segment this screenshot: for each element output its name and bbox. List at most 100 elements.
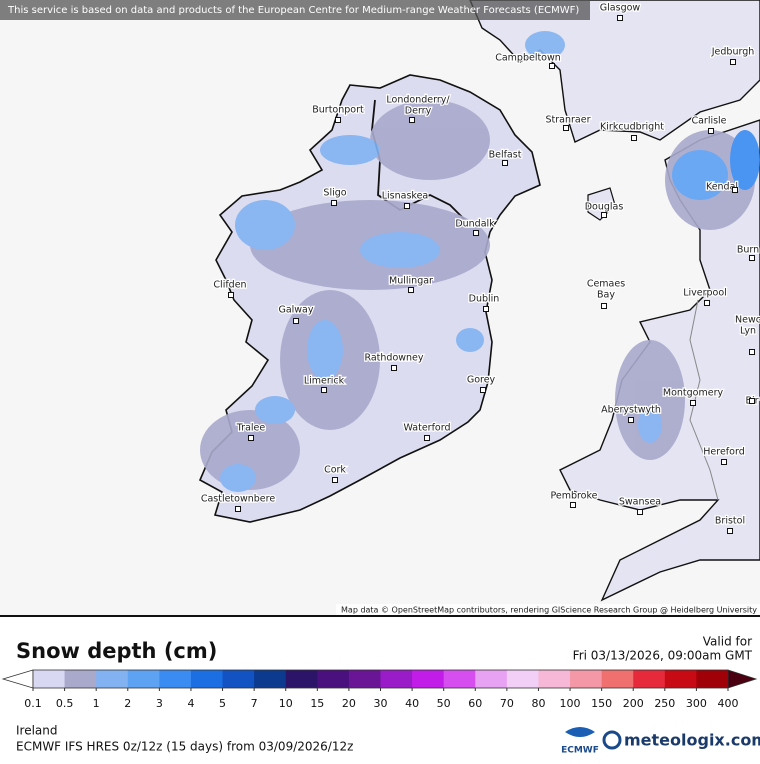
place-marker [409,117,415,123]
place-marker [228,292,234,298]
brand-icon [602,730,622,750]
place-marker [248,435,254,441]
place-label: Aberystwyth [601,405,661,416]
place-marker [391,365,397,371]
attribution-bg [336,604,760,616]
brand-logo[interactable]: meteologix.com [624,731,760,750]
place-marker [732,187,738,193]
legend-tick-label: 4 [187,697,194,710]
legend-swatch [380,670,413,688]
place-marker [704,300,710,306]
place-label: Lisnaskea [382,191,429,202]
attribution: Map data © OpenStreetMap contributors, r… [341,606,757,615]
ecmwf-icon [565,727,595,737]
place-label: Galway [278,305,313,316]
legend-tick-label: 15 [310,697,324,710]
place-label: Bay [597,290,615,301]
legend-tick-label: 50 [437,697,451,710]
legend-tick-label: 80 [531,697,545,710]
place-marker [617,15,623,21]
legend-swatch [254,670,287,688]
legend-swatch [633,670,666,688]
legend-swatch [33,670,66,688]
place-marker [749,398,755,404]
legend-tick-label: 150 [591,697,612,710]
place-label: Dublin [469,294,500,305]
place-marker [601,212,607,218]
legend-swatch [412,670,445,688]
legend-swatch [96,670,129,688]
place-marker [563,125,569,131]
legend-swatch [475,670,508,688]
legend-tick-label: 3 [156,697,163,710]
place-label: Sligo [323,188,346,199]
place-label: Waterford [403,423,450,434]
legend-tick-label: 7 [251,697,258,710]
region: Ireland [16,724,58,738]
place-marker [335,117,341,123]
legend-swatch [696,670,729,688]
legend-tick-label: 0.5 [56,697,74,710]
isle-of-man [587,187,616,221]
legend-swatch [159,670,192,688]
place-label: Cork [324,465,346,476]
place-label: Swansea [619,497,661,508]
place-label: Newc [735,315,760,326]
place-marker [690,400,696,406]
place-marker [727,528,733,534]
place-label: Montgomery [663,388,724,399]
legend-tick-label: 100 [560,697,581,710]
place-marker [637,509,643,515]
place-marker [708,128,714,134]
place-marker [628,417,634,423]
legend-swatch [127,670,160,688]
place-label: Douglas [585,202,624,213]
place-marker [730,59,736,65]
place-label: Burn [737,245,759,256]
place-label: Londonderry/ [386,95,450,106]
place-label: Jedburgh [711,47,755,58]
legend-tick-label: 20 [342,697,356,710]
place-marker [332,477,338,483]
legend-swatch [506,670,539,688]
legend-title: Snow depth (cm) [16,639,217,663]
place-label: Rathdowney [364,353,423,364]
place-label: Bristol [715,516,745,527]
place-marker [631,135,637,141]
place-marker [570,502,576,508]
place-marker [749,255,755,261]
place-label: Stranraer [546,115,591,126]
legend-over [727,669,758,689]
legend-under [1,669,34,689]
place-label: Clifden [213,280,246,291]
legend-tick-label: 0.1 [24,697,42,710]
legend-tick-label: 400 [718,697,739,710]
legend-swatch [285,670,318,688]
snow [200,31,760,492]
legend-swatch [443,670,476,688]
place-marker [601,303,607,309]
place-label: Glasgow [600,3,641,14]
legend-tick-label: 30 [374,697,388,710]
place-label: Cemaes [587,279,625,290]
place-label: Limerick [304,376,345,387]
notice: This service is based on data and produc… [7,5,579,16]
place-marker [293,318,299,324]
legend-swatch [348,670,381,688]
place-label: Kirkcudbright [600,122,664,133]
legend-tick-label: 70 [500,697,514,710]
model: ECMWF IFS HRES 0z/12z (15 days) from 03/… [16,740,353,754]
place-label: Tralee [236,423,266,434]
place-label: Campbeltown [495,53,561,64]
legend-swatch [601,670,634,688]
legend-tick-label: 2 [124,697,131,710]
place-label: Kendal [706,182,738,193]
place-marker [473,230,479,236]
place-label: Burtonport [312,105,364,116]
place-marker [549,63,555,69]
legend-swatch [222,670,255,688]
valid-time: Fri 03/13/2026, 09:00am GMT [573,649,753,663]
ecmwf-logo: ECMWF [561,746,599,756]
place-label: Dundalk [455,219,495,230]
legend-tick-label: 1 [93,697,100,710]
